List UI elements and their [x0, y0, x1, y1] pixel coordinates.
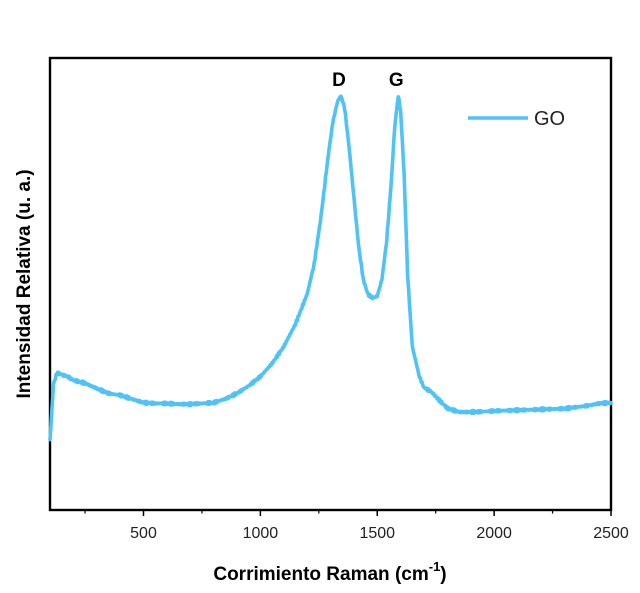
x-tick-label: 2000 — [476, 525, 512, 542]
peak-label-g: G — [389, 70, 404, 91]
x-tick-label: 1500 — [359, 525, 395, 542]
plot-frame — [48, 56, 613, 512]
legend: GO — [468, 108, 565, 130]
x-axis-title: Corrimiento Raman (cm-1) — [213, 559, 446, 585]
peak-label-d: D — [332, 70, 346, 91]
x-tick-label: 2500 — [593, 525, 629, 542]
legend-label: GO — [534, 108, 565, 130]
x-tick-label: 1000 — [243, 525, 279, 542]
series-line-go — [48, 94, 613, 442]
y-axis-title: Intensidad Relativa (u. a.) — [14, 169, 35, 398]
x-axis-title-main: Corrimiento Raman (cm — [213, 564, 428, 585]
x-axis-title-sup: -1 — [429, 559, 441, 574]
x-tick-labels: 500 1000 1500 2000 2500 — [130, 525, 629, 542]
x-axis-title-suffix: ) — [440, 564, 446, 585]
x-ticks — [84, 510, 612, 516]
x-tick-label: 500 — [130, 525, 157, 542]
